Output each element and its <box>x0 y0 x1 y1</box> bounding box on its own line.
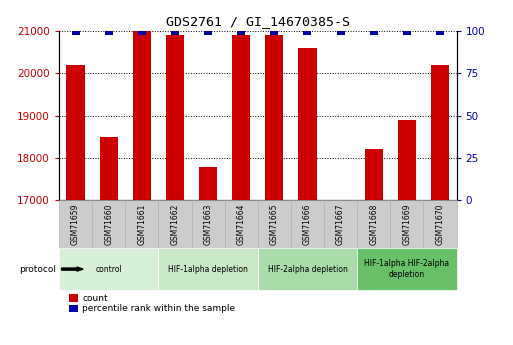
Text: GSM71669: GSM71669 <box>402 204 411 245</box>
Bar <box>365 149 383 200</box>
Bar <box>100 137 118 200</box>
Text: GSM71662: GSM71662 <box>170 204 180 245</box>
Text: protocol: protocol <box>19 265 56 274</box>
Text: GSM71665: GSM71665 <box>270 204 279 245</box>
Bar <box>166 35 184 200</box>
Text: GSM71664: GSM71664 <box>236 204 246 245</box>
Point <box>105 28 113 34</box>
Bar <box>431 65 449 200</box>
Point <box>403 28 411 34</box>
Point <box>171 28 179 34</box>
Point <box>270 28 279 34</box>
Text: control: control <box>95 265 122 274</box>
Text: GSM71668: GSM71668 <box>369 204 378 245</box>
Text: GSM71663: GSM71663 <box>204 204 212 245</box>
Text: HIF-1alpha depletion: HIF-1alpha depletion <box>168 265 248 274</box>
Text: HIF-2alpha depletion: HIF-2alpha depletion <box>268 265 347 274</box>
Bar <box>133 31 151 200</box>
Bar <box>232 35 250 200</box>
Text: GSM71667: GSM71667 <box>336 204 345 245</box>
Bar <box>199 167 217 200</box>
Text: GSM71659: GSM71659 <box>71 204 80 245</box>
Text: percentile rank within the sample: percentile rank within the sample <box>82 304 235 313</box>
Point <box>337 28 345 34</box>
Point <box>237 28 245 34</box>
Point <box>71 28 80 34</box>
Point <box>370 28 378 34</box>
Point <box>436 28 444 34</box>
Point <box>137 28 146 34</box>
Title: GDS2761 / GI_14670385-S: GDS2761 / GI_14670385-S <box>166 16 350 29</box>
Text: GSM71660: GSM71660 <box>104 204 113 245</box>
Text: GSM71670: GSM71670 <box>436 204 444 245</box>
Bar <box>67 65 85 200</box>
Text: HIF-1alpha HIF-2alpha
depletion: HIF-1alpha HIF-2alpha depletion <box>364 259 449 279</box>
Bar <box>398 120 416 200</box>
Text: GSM71661: GSM71661 <box>137 204 146 245</box>
Text: count: count <box>82 294 108 303</box>
Point <box>303 28 311 34</box>
Bar <box>265 35 284 200</box>
Text: GSM71666: GSM71666 <box>303 204 312 245</box>
Bar <box>299 48 317 200</box>
Point <box>204 28 212 34</box>
